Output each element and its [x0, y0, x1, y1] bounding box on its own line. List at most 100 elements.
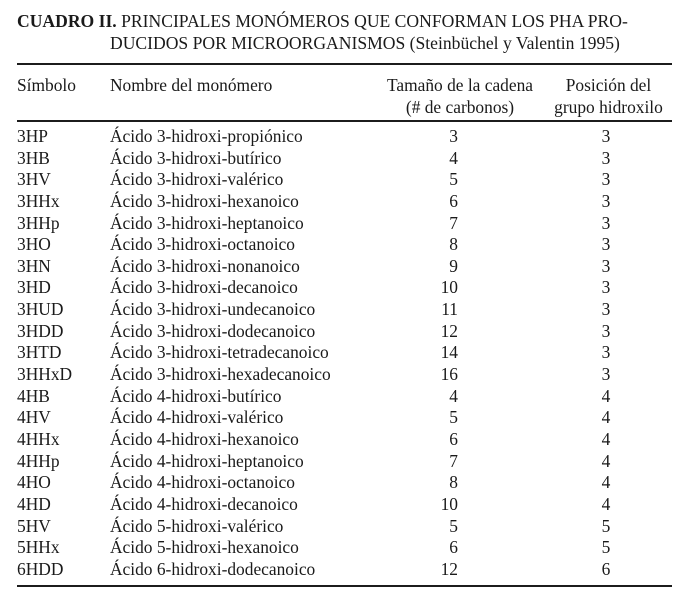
- table-row: 3HD Ácido 3-hidroxi-decanoico 10 3: [17, 277, 672, 299]
- table-row: 3HN Ácido 3-hidroxi-nonanoico 9 3: [17, 256, 672, 278]
- cell-hydroxyl-position: 3: [601, 320, 611, 341]
- cell-monomer-name: Ácido 3-hidroxi-undecanoico: [110, 299, 316, 320]
- table-row: 3HHx Ácido 3-hidroxi-hexanoico 6 3: [17, 191, 672, 213]
- cell-hydroxyl-position: 3: [601, 299, 611, 320]
- cell-symbol: 6HDD: [17, 558, 64, 579]
- table-row: 3HHp Ácido 3-hidroxi-heptanoico 7 3: [17, 213, 672, 235]
- cell-symbol: 4HHx: [17, 428, 60, 449]
- cell-hydroxyl-position: 3: [601, 190, 611, 211]
- cell-hydroxyl-position: 4: [601, 450, 611, 471]
- cell-chain-size: 11: [441, 299, 458, 320]
- column-header-hydroxyl-position-line-1: Posición del: [565, 75, 652, 95]
- cell-hydroxyl-position: 3: [601, 364, 611, 385]
- cell-chain-size: 14: [440, 342, 458, 363]
- cell-symbol: 4HHp: [17, 450, 60, 471]
- cell-symbol: 5HHx: [17, 537, 60, 558]
- cell-chain-size: 7: [449, 212, 458, 233]
- column-header-hydroxyl-position: Posición del grupo hidroxilo: [545, 74, 672, 118]
- cell-chain-size: 12: [440, 320, 458, 341]
- cell-monomer-name: Ácido 3-hidroxi-tetradecanoico: [110, 342, 329, 363]
- column-header-monomer-name: Nombre del monómero: [110, 74, 385, 96]
- cell-hydroxyl-position: 3: [601, 212, 611, 233]
- cell-hydroxyl-position: 3: [601, 147, 611, 168]
- cell-monomer-name: Ácido 5-hidroxi-hexanoico: [110, 537, 299, 558]
- caption-text-line-2: DUCIDOS POR MICROORGANISMOS (Steinbüchel…: [110, 33, 620, 53]
- table-header-row: Símbolo Nombre del monómero Tamaño de la…: [17, 74, 672, 118]
- cell-monomer-name: Ácido 3-hidroxi-hexadecanoico: [110, 364, 331, 385]
- table-row: 3HTD Ácido 3-hidroxi-tetradecanoico 14 3: [17, 342, 672, 364]
- cell-monomer-name: Ácido 3-hidroxi-dodecanoico: [110, 320, 316, 341]
- cell-symbol: 3HD: [17, 277, 51, 298]
- cell-chain-size: 4: [449, 385, 458, 406]
- cell-hydroxyl-position: 4: [601, 385, 611, 406]
- cell-symbol: 3HV: [17, 169, 51, 190]
- cell-chain-size: 8: [449, 472, 458, 493]
- table-row: 4HD Ácido 4-hidroxi-decanoico 10 4: [17, 494, 672, 516]
- cell-monomer-name: Ácido 3-hidroxi-octanoico: [110, 234, 295, 255]
- cell-symbol: 3HHxD: [17, 364, 73, 385]
- cell-hydroxyl-position: 4: [601, 407, 611, 428]
- table-row: 4HV Ácido 4-hidroxi-valérico 5 4: [17, 407, 672, 429]
- cell-hydroxyl-position: 3: [601, 255, 611, 276]
- table-row: 4HHx Ácido 4-hidroxi-hexanoico 6 4: [17, 429, 672, 451]
- cell-hydroxyl-position: 3: [601, 342, 611, 363]
- cell-chain-size: 12: [440, 558, 458, 579]
- cell-hydroxyl-position: 3: [601, 277, 611, 298]
- cell-chain-size: 10: [440, 493, 458, 514]
- cell-monomer-name: Ácido 3-hidroxi-propiónico: [110, 126, 303, 146]
- cell-chain-size: 5: [449, 169, 458, 190]
- table-row: 3HV Ácido 3-hidroxi-valérico 5 3: [17, 169, 672, 191]
- cell-chain-size: 9: [449, 255, 458, 276]
- cell-symbol: 4HB: [17, 385, 50, 406]
- cell-hydroxyl-position: 3: [601, 234, 611, 255]
- cell-chain-size: 8: [449, 234, 458, 255]
- cell-monomer-name: Ácido 3-hidroxi-decanoico: [110, 277, 298, 298]
- cell-symbol: 3HUD: [17, 299, 64, 320]
- rule-above-header: [17, 63, 672, 65]
- cell-monomer-name: Ácido 3-hidroxi-hexanoico: [110, 190, 299, 211]
- table-row: 5HHx Ácido 5-hidroxi-hexanoico 6 5: [17, 537, 672, 559]
- cell-symbol: 3HTD: [17, 342, 62, 363]
- cell-symbol: 3HDD: [17, 320, 64, 341]
- cell-hydroxyl-position: 6: [601, 558, 611, 579]
- cell-symbol: 3HP: [17, 126, 48, 146]
- table-row: 3HP Ácido 3-hidroxi-propiónico 3 3: [17, 126, 672, 148]
- cell-monomer-name: Ácido 4-hidroxi-butírico: [110, 385, 282, 406]
- cell-monomer-name: Ácido 4-hidroxi-valérico: [110, 407, 284, 428]
- cell-symbol: 5HV: [17, 515, 51, 536]
- cell-chain-size: 7: [449, 450, 458, 471]
- cell-symbol: 3HN: [17, 255, 51, 276]
- cell-chain-size: 16: [440, 364, 458, 385]
- cell-hydroxyl-position: 4: [601, 428, 611, 449]
- column-header-chain-size: Tamaño de la cadena (# de carbonos): [385, 74, 535, 118]
- column-header-symbol: Símbolo: [17, 74, 110, 96]
- cell-monomer-name: Ácido 4-hidroxi-octanoico: [110, 472, 295, 493]
- caption-text-line-1: PRINCIPALES MONÓMEROS QUE CONFORMAN LOS …: [121, 11, 628, 31]
- cell-chain-size: 10: [440, 277, 458, 298]
- cell-monomer-name: Ácido 4-hidroxi-heptanoico: [110, 450, 304, 471]
- cell-chain-size: 5: [449, 515, 458, 536]
- cell-monomer-name: Ácido 3-hidroxi-heptanoico: [110, 212, 304, 233]
- cell-symbol: 3HO: [17, 234, 51, 255]
- cell-chain-size: 6: [449, 190, 458, 211]
- cell-chain-size: 6: [449, 428, 458, 449]
- cell-hydroxyl-position: 5: [601, 537, 611, 558]
- table-row: 3HUD Ácido 3-hidroxi-undecanoico 11 3: [17, 299, 672, 321]
- table-row: 3HB Ácido 3-hidroxi-butírico 4 3: [17, 148, 672, 170]
- cell-chain-size: 5: [449, 407, 458, 428]
- rule-below-header: [17, 120, 672, 122]
- cell-chain-size: 3: [449, 126, 458, 146]
- table-row: 3HHxD Ácido 3-hidroxi-hexadecanoico 16 3: [17, 364, 672, 386]
- cell-hydroxyl-position: 4: [601, 493, 611, 514]
- cell-hydroxyl-position: 4: [601, 472, 611, 493]
- table-row: 3HO Ácido 3-hidroxi-octanoico 8 3: [17, 234, 672, 256]
- table-row: 4HHp Ácido 4-hidroxi-heptanoico 7 4: [17, 451, 672, 473]
- table-row: 4HB Ácido 4-hidroxi-butírico 4 4: [17, 386, 672, 408]
- cell-symbol: 4HO: [17, 472, 51, 493]
- column-header-symbol-label: Símbolo: [17, 75, 76, 95]
- table-row: 4HO Ácido 4-hidroxi-octanoico 8 4: [17, 472, 672, 494]
- cell-symbol: 3HHx: [17, 190, 60, 211]
- cell-monomer-name: Ácido 3-hidroxi-nonanoico: [110, 255, 300, 276]
- cell-monomer-name: Ácido 3-hidroxi-butírico: [110, 147, 282, 168]
